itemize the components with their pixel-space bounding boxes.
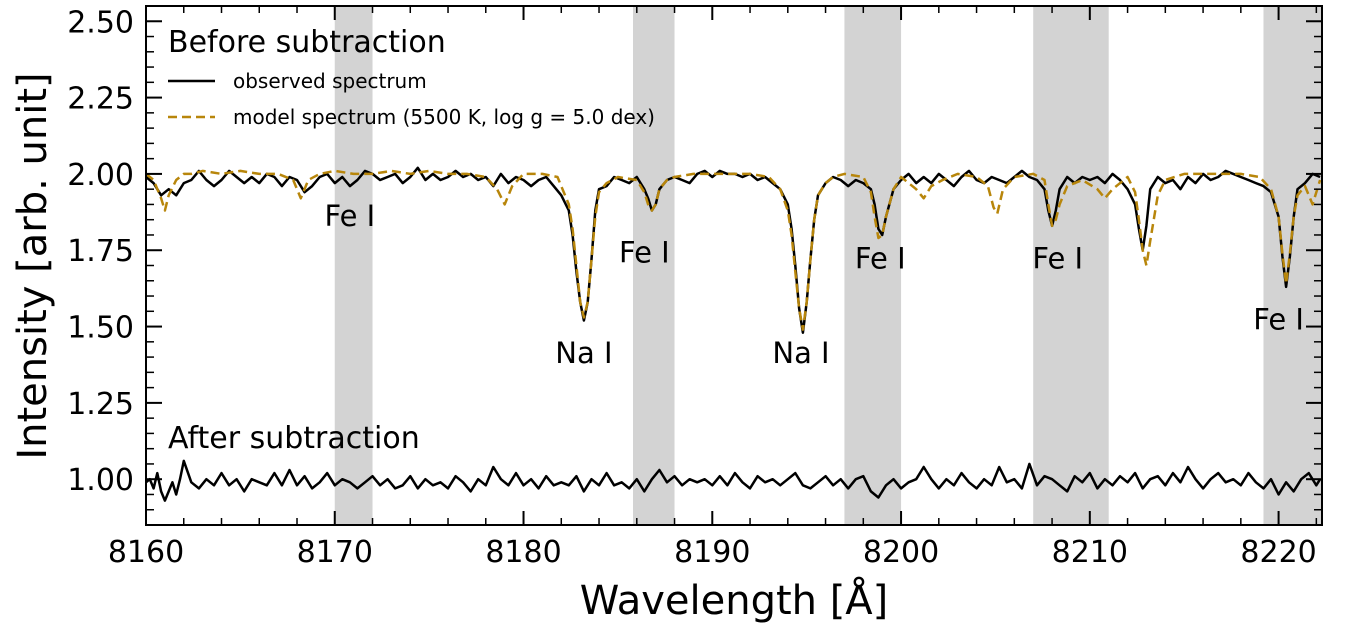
y-tick-label: 1.75 xyxy=(67,234,134,269)
shaded-band-3 xyxy=(844,6,902,525)
x-tick-label: 8170 xyxy=(297,535,373,570)
line-label-fe: Fe I xyxy=(855,242,906,276)
x-tick-label: 8160 xyxy=(108,535,184,570)
line-label-fe: Fe I xyxy=(619,235,670,269)
shaded-band-4 xyxy=(1033,6,1109,525)
x-tick-label: 8200 xyxy=(863,535,939,570)
x-tick-label: 8220 xyxy=(1240,535,1316,570)
y-axis-title: Intensity [arb. unit] xyxy=(10,72,56,459)
y-tick-label: 1.00 xyxy=(67,463,134,498)
x-tick-label: 8180 xyxy=(485,535,561,570)
model-spectrum-line xyxy=(145,169,1322,331)
line-label-na: Na I xyxy=(555,336,612,370)
line-label-fe: Fe I xyxy=(1253,303,1304,337)
shaded-bands xyxy=(334,6,1322,525)
y-tick-label: 2.50 xyxy=(67,5,134,40)
x-tick-label: 8210 xyxy=(1052,535,1128,570)
panel-label-before: Before subtraction xyxy=(168,25,446,60)
panel-label-after: After subtraction xyxy=(168,421,420,456)
y-tick-label: 2.25 xyxy=(67,82,134,117)
axis-ticks: 8160 8170 8180 8190 8200 8210 8220 1.00 1.25 1.50… xyxy=(67,5,1322,570)
observed-spectrum-line xyxy=(145,166,1321,334)
x-tick-label: 8190 xyxy=(674,535,750,570)
line-label-na: Na I xyxy=(772,336,829,370)
line-label-fe: Fe I xyxy=(1032,242,1083,276)
legend-label-observed: observed spectrum xyxy=(233,69,427,93)
shaded-band-5 xyxy=(1263,6,1322,525)
series-group xyxy=(145,166,1322,502)
shaded-band-1 xyxy=(334,6,373,525)
residual-spectrum-line xyxy=(145,459,1322,502)
line-labels: Fe I Fe I Fe I Fe I Fe I Na I Na I xyxy=(325,199,1304,370)
line-label-fe: Fe I xyxy=(325,199,376,233)
legend-label-model: model spectrum (5500 K, log g = 5.0 dex) xyxy=(233,105,655,129)
y-tick-label: 1.50 xyxy=(67,311,134,346)
y-tick-label: 2.00 xyxy=(67,158,134,193)
shaded-band-2 xyxy=(633,6,675,525)
y-tick-label: 1.25 xyxy=(67,387,134,422)
x-axis-title: Wavelength [Å] xyxy=(580,576,889,624)
legend: observed spectrum model spectrum (5500 K… xyxy=(168,69,655,129)
